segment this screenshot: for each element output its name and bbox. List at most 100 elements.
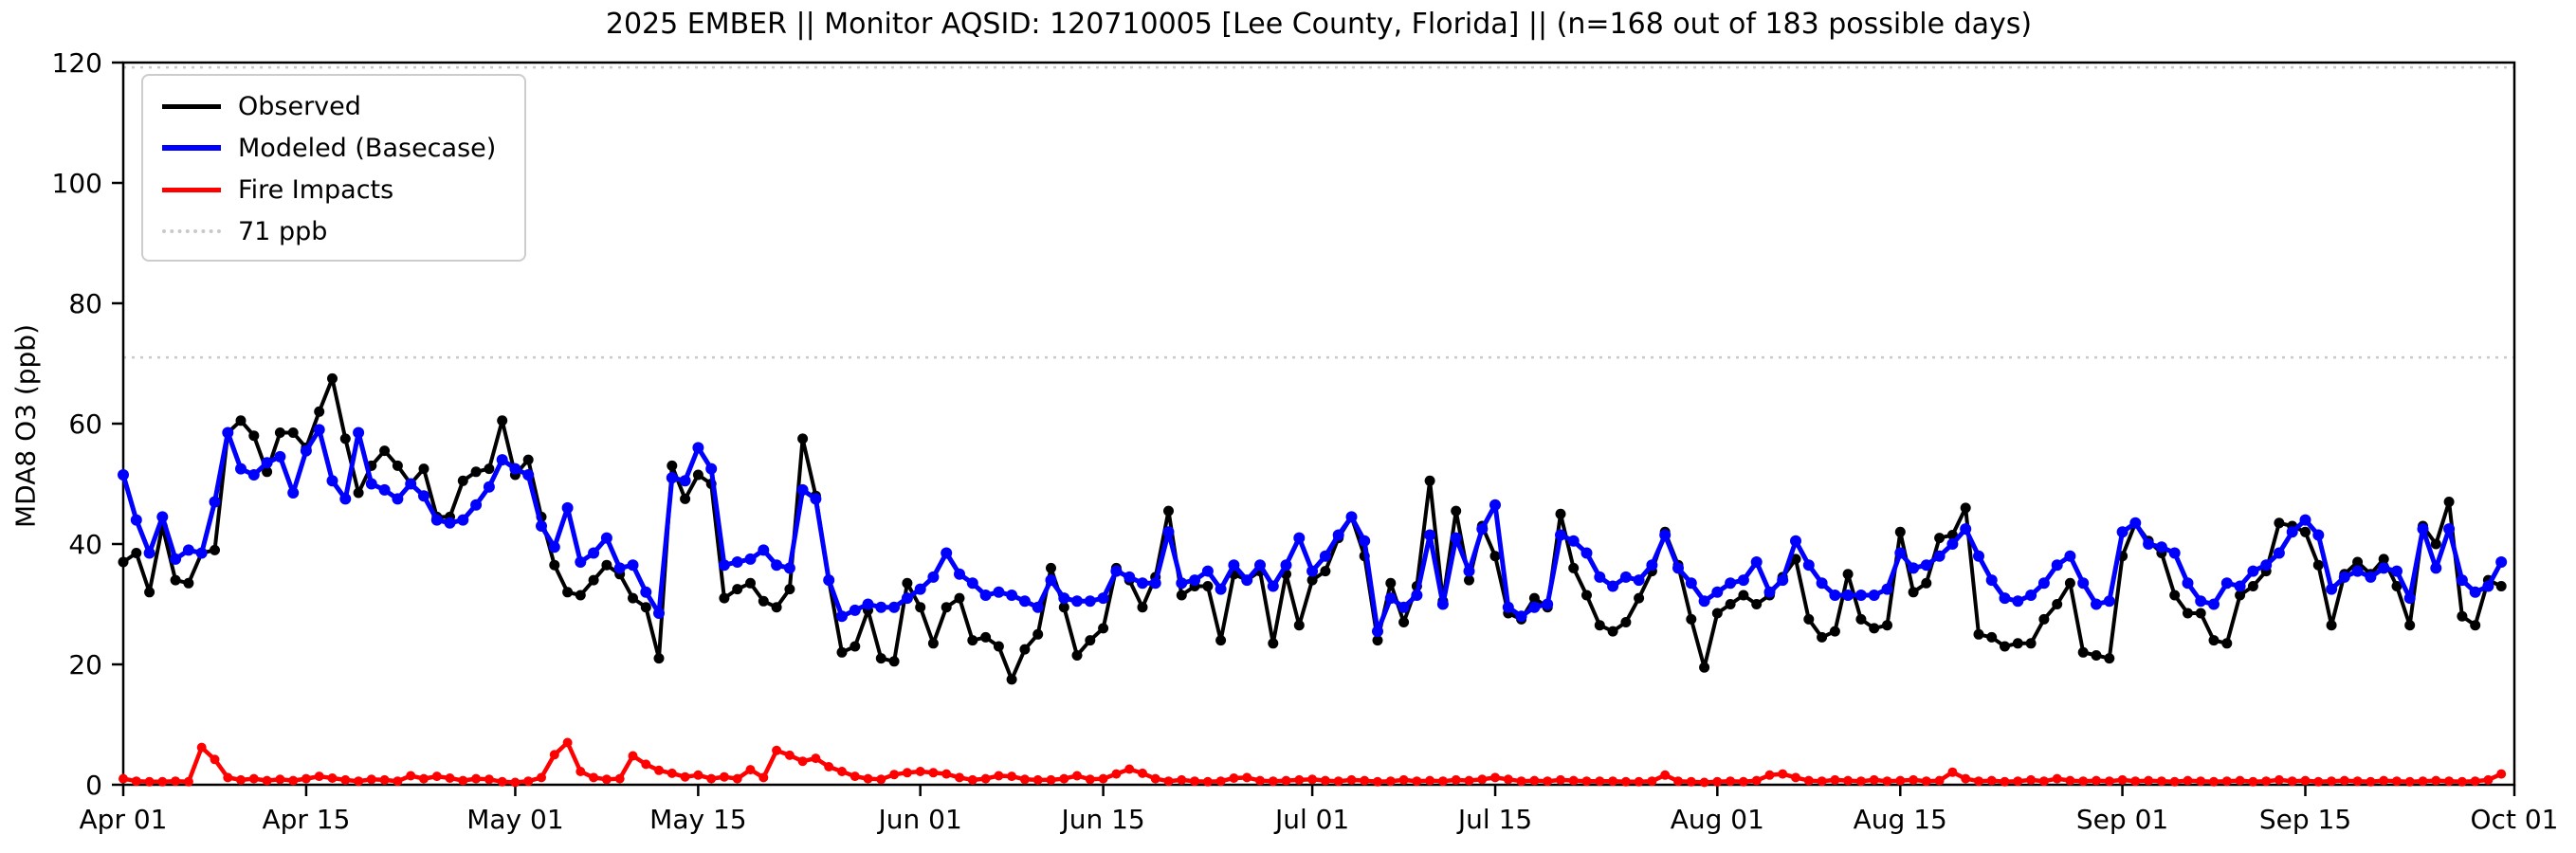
data-point [1006, 674, 1017, 685]
data-point [1228, 559, 1240, 572]
data-point [1450, 532, 1462, 544]
data-point [1255, 775, 1265, 786]
data-point [537, 772, 546, 783]
x-tick-label: Sep 01 [2076, 804, 2168, 835]
data-point [1580, 547, 1593, 559]
data-point [1908, 587, 1919, 598]
legend-label: 71 ppb [238, 216, 328, 246]
data-point [2495, 581, 2507, 591]
data-point [784, 750, 795, 760]
legend-label: Observed [238, 91, 361, 121]
data-point [457, 514, 469, 526]
data-point [313, 424, 325, 436]
data-point [2012, 638, 2023, 649]
data-point [1503, 774, 1513, 785]
data-point [784, 584, 795, 595]
data-point [1268, 776, 1278, 787]
data-point [915, 602, 926, 613]
data-point [1619, 571, 1632, 583]
data-point [575, 590, 586, 601]
data-point [1215, 776, 1226, 787]
data-point [1111, 769, 1122, 779]
data-point [1516, 776, 1526, 787]
data-point [1360, 775, 1370, 786]
legend-swatch [162, 103, 221, 109]
data-point [732, 584, 743, 595]
data-point [222, 426, 234, 439]
data-point [156, 511, 169, 523]
data-point [2392, 776, 2402, 787]
y-tick-label: 100 [52, 168, 102, 199]
data-point [600, 532, 612, 544]
data-point [1921, 577, 1932, 589]
data-point [1985, 574, 1998, 587]
data-point [2274, 517, 2285, 529]
data-point [2144, 775, 2154, 786]
data-point [287, 487, 300, 499]
legend: Observed Modeled (Basecase) Fire Impacts 71… [141, 74, 526, 262]
data-point [980, 773, 991, 784]
data-point [1711, 608, 1723, 619]
data-point [614, 773, 625, 784]
data-point [627, 559, 639, 572]
data-point [549, 750, 559, 760]
data-point [1254, 559, 1266, 572]
data-point [1686, 776, 1696, 787]
data-point [758, 544, 770, 556]
data-point [1124, 571, 1136, 583]
data-point [1646, 559, 1658, 572]
data-point [1529, 775, 1540, 786]
data-point [2444, 776, 2455, 787]
data-point [2077, 577, 2090, 590]
data-point [1398, 617, 1410, 627]
series-markers-1 [118, 424, 2508, 638]
data-point [1320, 566, 1331, 577]
data-point [1320, 775, 1330, 786]
data-point [235, 463, 247, 475]
data-point [236, 774, 246, 785]
data-point [862, 598, 874, 610]
data-point [758, 772, 769, 783]
x-tick-label: May 01 [466, 804, 563, 835]
data-point [1177, 774, 1187, 785]
data-point [2483, 774, 2494, 785]
data-point [522, 469, 535, 481]
data-point [1163, 776, 1174, 787]
data-point [2404, 776, 2415, 787]
legend-label: Fire Impacts [238, 174, 394, 205]
data-point [1973, 628, 1984, 640]
data-point [875, 653, 886, 664]
data-point [1385, 577, 1397, 589]
data-point [1999, 592, 2011, 605]
data-point [143, 547, 155, 559]
data-point [2403, 592, 2416, 605]
data-point [2012, 595, 2024, 608]
data-point [2195, 608, 2206, 619]
data-point [731, 556, 743, 568]
data-point [993, 586, 1005, 598]
data-point [914, 583, 926, 595]
data-point [1581, 776, 1592, 787]
data-point [1568, 562, 1580, 573]
data-point [2417, 523, 2429, 535]
data-point [2235, 775, 2245, 786]
data-point [2025, 590, 2037, 601]
x-tick-label: May 15 [649, 804, 746, 835]
data-point [418, 463, 429, 475]
data-point [2299, 514, 2311, 526]
data-point [994, 771, 1004, 781]
data-point [354, 776, 364, 787]
data-point [562, 737, 573, 748]
data-point [679, 475, 691, 487]
data-point [210, 754, 220, 765]
x-tick-label: Jul 01 [1273, 804, 1349, 835]
data-point [1595, 776, 1605, 787]
data-point [548, 541, 560, 554]
data-point [2092, 775, 2101, 786]
data-point [457, 475, 468, 486]
data-point [1071, 650, 1083, 661]
data-point [2155, 541, 2167, 554]
data-point [418, 490, 429, 502]
data-point [1333, 776, 1343, 787]
